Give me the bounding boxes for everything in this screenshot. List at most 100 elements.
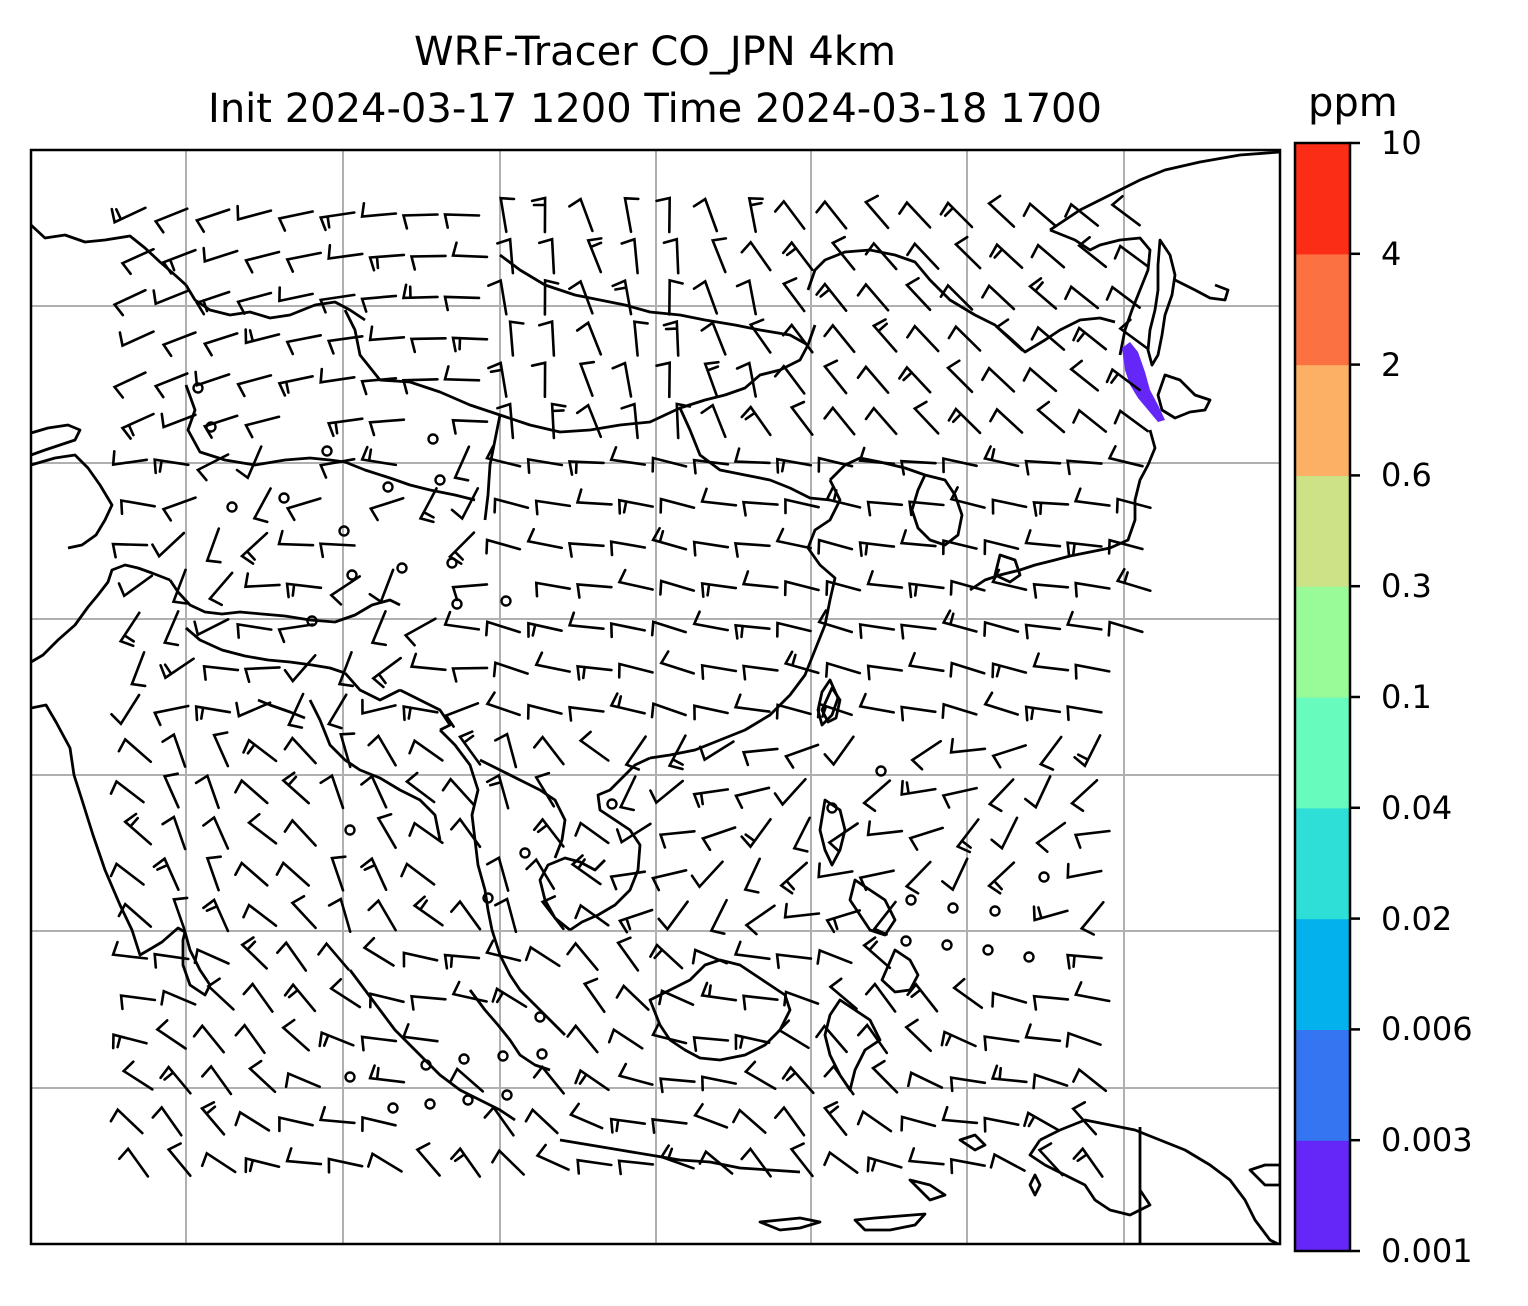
wind-barb bbox=[823, 1150, 859, 1174]
wind-barb bbox=[244, 328, 281, 345]
wind-barb bbox=[740, 1146, 772, 1178]
wind-barb bbox=[117, 574, 154, 598]
wind-barb bbox=[743, 1060, 777, 1090]
wind-barb bbox=[775, 703, 812, 720]
wind-barb bbox=[234, 1023, 266, 1055]
wind-barb bbox=[700, 981, 738, 1002]
wind-barb bbox=[983, 1035, 1020, 1052]
wind-barb bbox=[574, 1068, 610, 1092]
wind-barb bbox=[570, 854, 602, 886]
wind-barb bbox=[781, 322, 814, 354]
wind-barb bbox=[858, 541, 896, 558]
wind-barb bbox=[443, 365, 481, 382]
wind-barb bbox=[662, 237, 680, 275]
wind-barb bbox=[609, 692, 646, 715]
wind-barb bbox=[692, 610, 729, 632]
map-frame bbox=[29, 148, 1282, 1246]
wind-barb bbox=[775, 953, 813, 970]
wind-barb bbox=[318, 1105, 356, 1125]
wind-barb bbox=[109, 779, 145, 804]
colorbar-segment bbox=[1295, 1140, 1350, 1252]
wind-barb bbox=[1038, 735, 1063, 771]
map-title: WRF-Tracer CO_JPN 4km bbox=[414, 29, 896, 75]
wind-barb bbox=[908, 826, 944, 851]
wind-barb bbox=[318, 542, 356, 559]
wind-barb bbox=[1023, 1111, 1060, 1132]
wind-barb bbox=[117, 737, 153, 764]
wind-barb bbox=[152, 856, 180, 891]
wind-barb bbox=[900, 623, 937, 640]
wind-barb bbox=[668, 278, 684, 316]
wind-barb bbox=[947, 324, 982, 352]
wind-barb bbox=[747, 196, 764, 233]
wind-barb bbox=[733, 541, 771, 558]
wind-barb bbox=[404, 771, 436, 804]
wind-barb bbox=[451, 583, 489, 602]
wind-barb bbox=[857, 1023, 889, 1055]
wind-barb bbox=[485, 855, 510, 892]
wind-barb bbox=[816, 948, 853, 965]
wind-barb bbox=[361, 1115, 397, 1133]
wind-barb bbox=[1077, 236, 1108, 269]
wind-barb bbox=[856, 364, 890, 394]
wind-barb bbox=[159, 657, 195, 680]
wind-barb bbox=[160, 989, 197, 1006]
wind-barb bbox=[864, 406, 898, 436]
wind-barb bbox=[783, 902, 821, 919]
wind-barb bbox=[242, 903, 278, 927]
wind-barb bbox=[494, 732, 518, 769]
wind-barb bbox=[319, 367, 356, 384]
wind-barb bbox=[130, 651, 147, 688]
wind-barb bbox=[949, 1076, 987, 1093]
wind-barb bbox=[409, 652, 447, 672]
wind-barb bbox=[236, 374, 273, 398]
wind-barb bbox=[327, 897, 352, 933]
wind-barb bbox=[734, 623, 771, 640]
wind-barb bbox=[161, 732, 187, 768]
wind-barb bbox=[942, 456, 978, 474]
wind-barb bbox=[538, 237, 556, 275]
wind-barb bbox=[567, 611, 605, 630]
wind-barb bbox=[109, 1107, 144, 1135]
wind-barb bbox=[360, 202, 398, 218]
wind-barb bbox=[496, 237, 515, 275]
wind-barb bbox=[773, 364, 806, 395]
wind-barb bbox=[1074, 663, 1111, 680]
calm-wind-marker bbox=[344, 824, 356, 836]
calm-wind-marker bbox=[338, 525, 350, 537]
wind-barb bbox=[161, 496, 197, 522]
wind-barb bbox=[698, 1149, 734, 1175]
wind-barb bbox=[403, 617, 437, 647]
colorbar-segment bbox=[1295, 586, 1350, 698]
wind-barb bbox=[692, 788, 730, 808]
wind-barb bbox=[485, 773, 510, 810]
wind-barb bbox=[815, 282, 848, 312]
wind-barb bbox=[827, 822, 859, 853]
co-tracer-plume bbox=[1122, 342, 1165, 422]
wind-barb bbox=[444, 702, 480, 728]
wind-barb bbox=[112, 371, 147, 399]
wind-barb bbox=[496, 402, 515, 440]
wind-barb bbox=[368, 1064, 406, 1084]
wind-barb bbox=[856, 1109, 893, 1133]
wind-barb bbox=[1073, 487, 1111, 507]
wind-barb bbox=[949, 486, 986, 509]
colorbar-segment bbox=[1295, 253, 1350, 366]
wind-barb bbox=[235, 701, 272, 718]
wind-barb bbox=[494, 897, 518, 934]
wind-barb bbox=[202, 246, 239, 264]
wind-barb bbox=[659, 497, 696, 514]
wind-barb bbox=[1105, 285, 1141, 309]
wind-barb bbox=[700, 320, 727, 356]
wind-barb bbox=[617, 568, 654, 591]
wind-barb bbox=[1066, 459, 1103, 476]
wind-barb bbox=[201, 1064, 233, 1096]
wind-barb bbox=[742, 664, 779, 681]
wind-barb bbox=[659, 579, 696, 596]
wind-barb bbox=[574, 903, 610, 927]
wind-barb bbox=[655, 196, 672, 234]
wind-barb bbox=[576, 582, 613, 599]
wind-barb bbox=[1032, 994, 1070, 1011]
wind-barb bbox=[609, 446, 647, 466]
